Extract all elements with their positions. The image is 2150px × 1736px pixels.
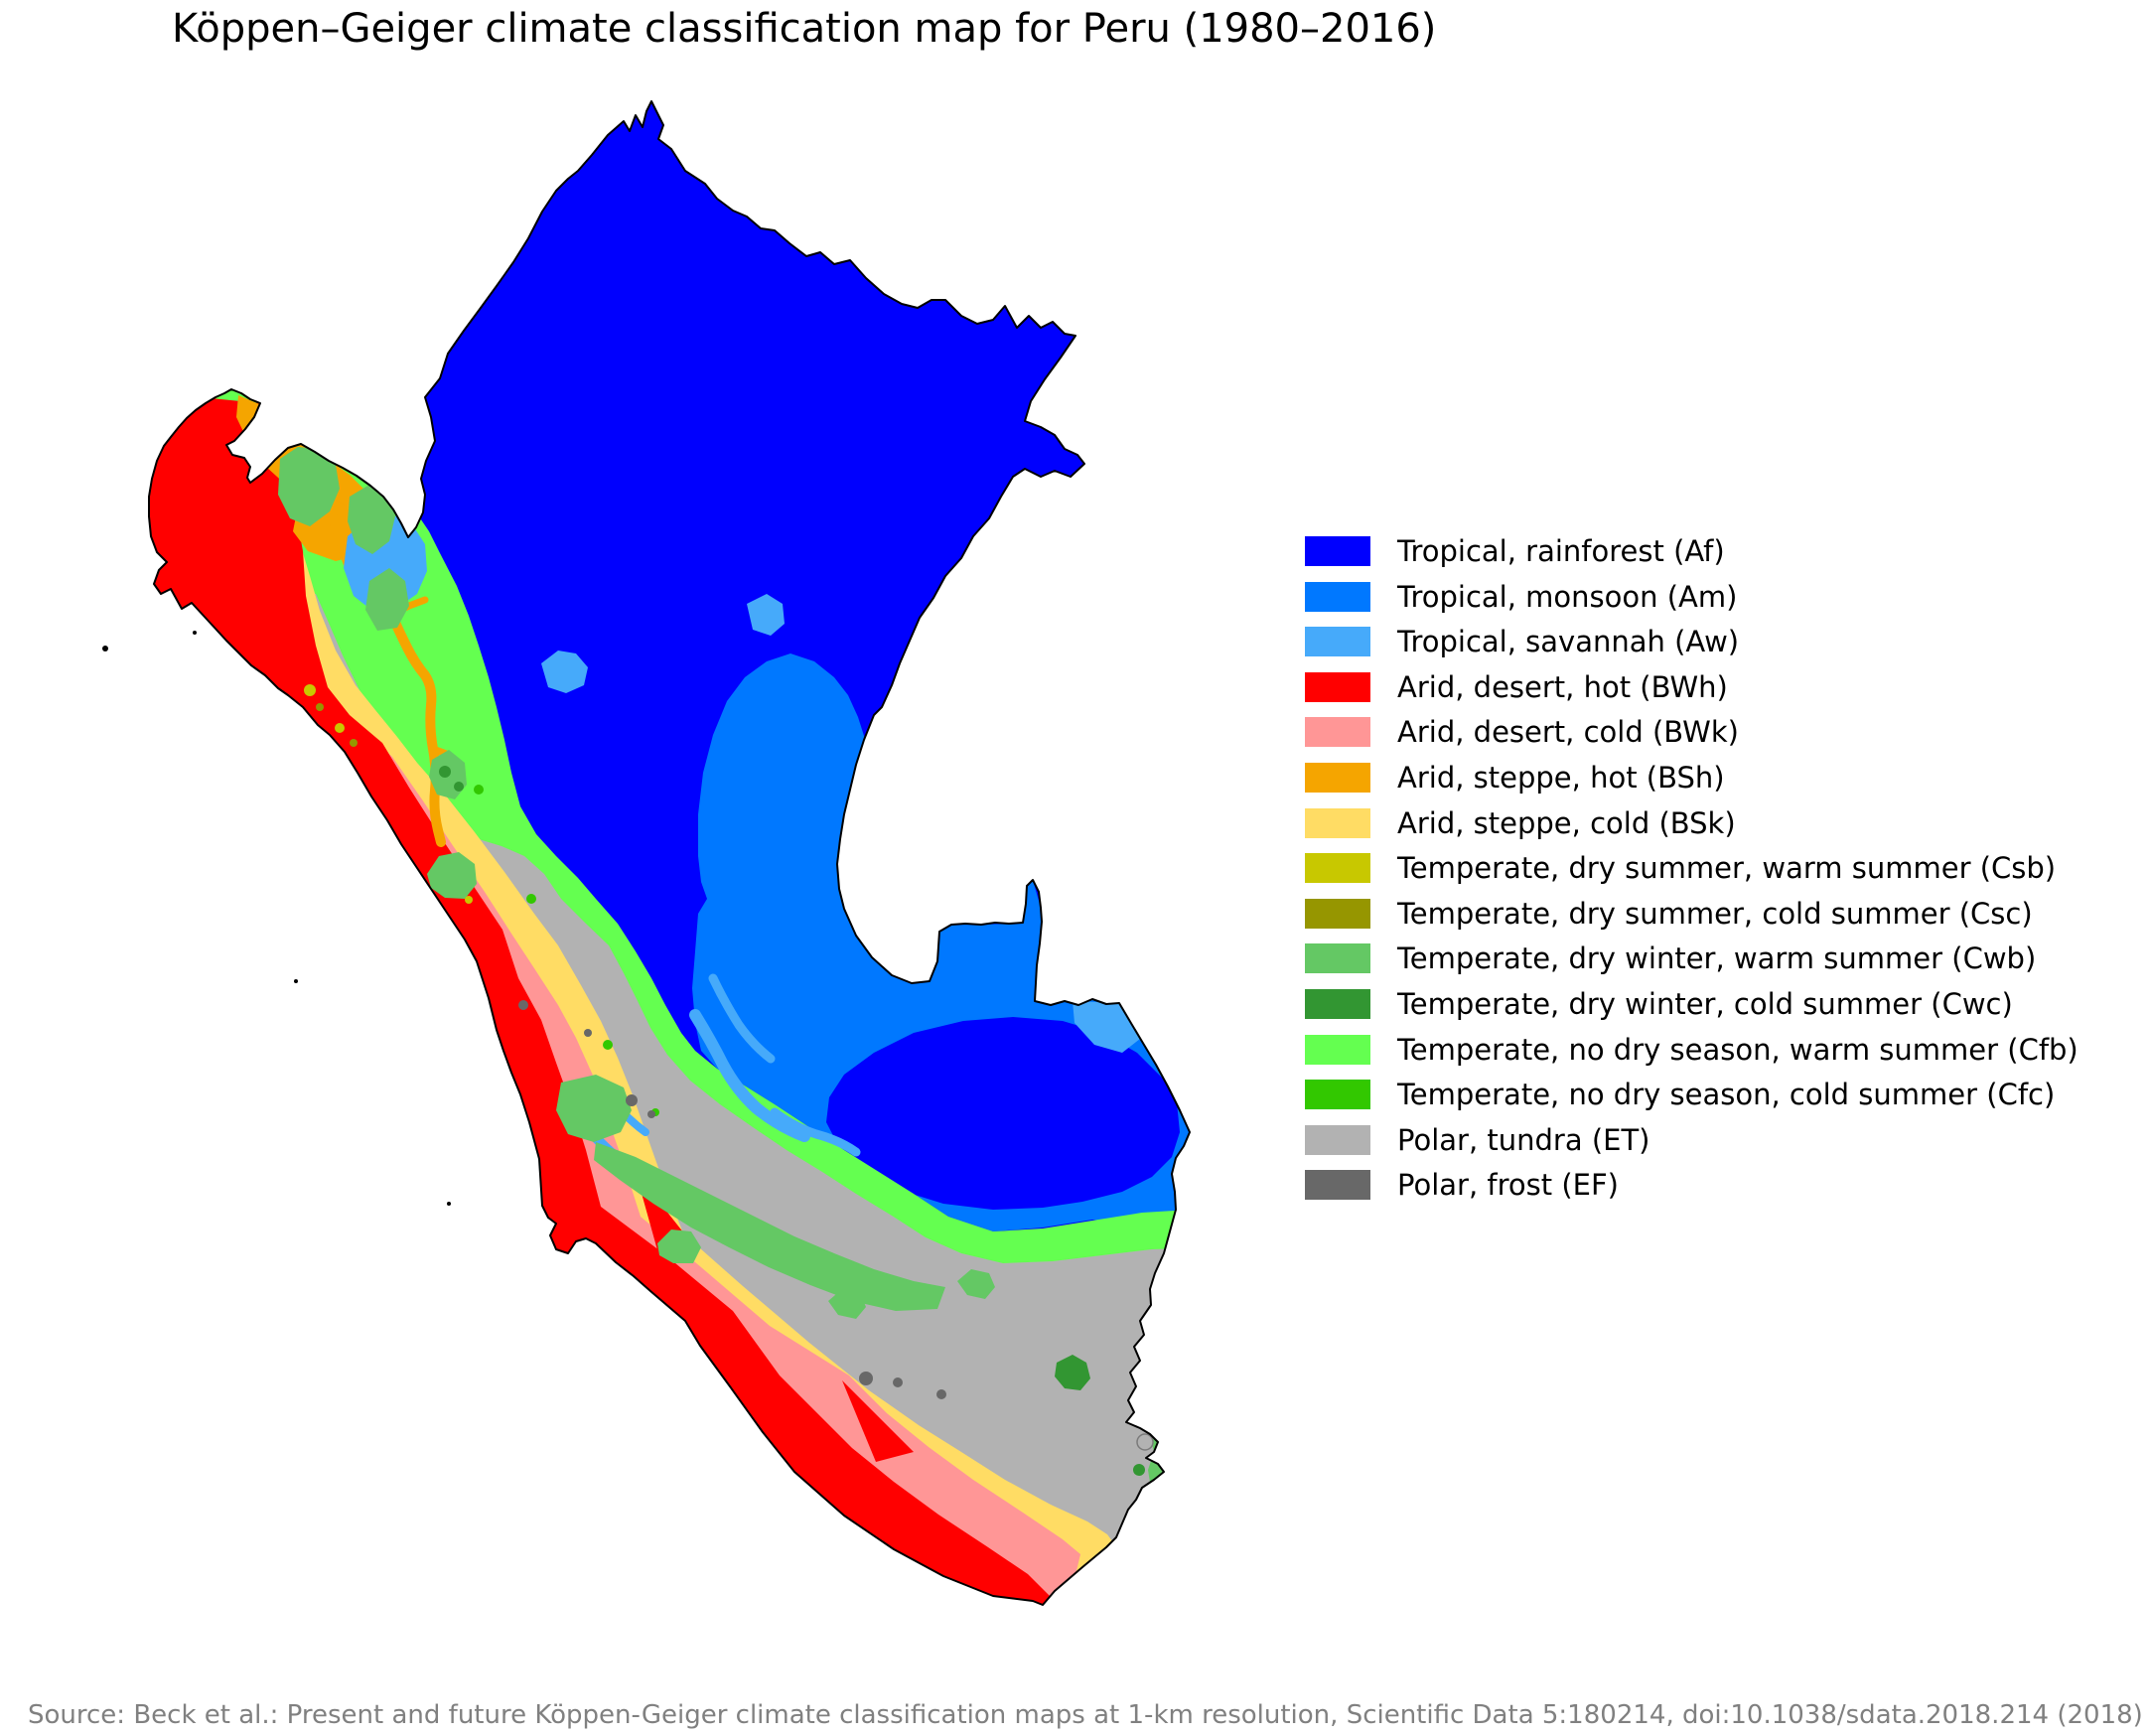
island-dot <box>447 1202 451 1206</box>
zone-cwb-south-band <box>594 1142 945 1311</box>
zone-csb-speck <box>335 723 345 733</box>
zone-cfc-speck <box>526 894 536 904</box>
zone-group-cwc <box>439 766 1145 1476</box>
zone-cwb-patch <box>365 568 409 631</box>
legend-item: Temperate, no dry season, cold summer (C… <box>1305 1078 2078 1112</box>
legend-label: Arid, desert, cold (BWk) <box>1397 715 1739 750</box>
legend-swatch-cwb <box>1305 943 1370 974</box>
zone-cfc-speck <box>474 785 484 795</box>
zone-aw-amazon-blob <box>747 594 785 636</box>
zone-cwb-patch <box>278 447 340 526</box>
legend-item: Temperate, dry winter, warm summer (Cwb) <box>1305 941 2078 976</box>
legend-item: Arid, steppe, cold (BSk) <box>1305 805 2078 840</box>
legend-item: Temperate, dry summer, cold summer (Csc) <box>1305 896 2078 931</box>
zone-csb-speck <box>304 684 316 696</box>
zone-ef-speck <box>936 1389 946 1399</box>
legend-swatch-csb <box>1305 853 1370 884</box>
legend: Tropical, rainforest (Af) Tropical, monso… <box>1305 536 2078 1216</box>
legend-item: Tropical, savannah (Aw) <box>1305 625 2078 659</box>
zone-ef-speck <box>893 1377 903 1387</box>
zone-cwb-patch <box>657 1230 701 1263</box>
zone-cwb-patch <box>828 1289 866 1319</box>
zone-csc-speck <box>350 739 358 747</box>
legend-label: Temperate, no dry season, cold summer (C… <box>1397 1078 2056 1112</box>
legend-swatch-bsh <box>1305 762 1370 793</box>
peru-border-outline <box>148 100 1191 1606</box>
zone-group-cwb <box>278 447 1177 1529</box>
zone-ef-speck <box>626 1094 638 1106</box>
legend-swatch-bwk <box>1305 717 1370 748</box>
zone-cwb-patch <box>556 1075 632 1142</box>
legend-swatch-cwc <box>1305 988 1370 1019</box>
zone-csb-speck <box>465 896 473 904</box>
zone-af-madre-de-dios <box>826 1017 1180 1210</box>
legend-item: Polar, frost (EF) <box>1305 1168 2078 1203</box>
legend-item: Temperate, dry summer, warm summer (Csb) <box>1305 851 2078 886</box>
zone-group-ef <box>518 1000 946 1399</box>
legend-swatch-aw <box>1305 627 1370 657</box>
page-title: Köppen–Geiger climate classification map… <box>172 6 1437 52</box>
legend-item: Temperate, dry winter, cold summer (Cwc) <box>1305 986 2078 1021</box>
legend-label: Arid, desert, hot (BWh) <box>1397 669 1728 704</box>
zone-cwc-speck <box>439 766 451 778</box>
zone-cwc-patch <box>1055 1355 1090 1390</box>
legend-swatch-et <box>1305 1124 1370 1155</box>
legend-item: Arid, desert, hot (BWh) <box>1305 669 2078 704</box>
legend-swatch-bwh <box>1305 671 1370 702</box>
legend-item: Tropical, monsoon (Am) <box>1305 579 2078 614</box>
coastal-islands <box>102 631 451 1206</box>
zone-cwb-patch <box>1134 1510 1154 1529</box>
legend-swatch-ef <box>1305 1170 1370 1201</box>
source-citation: Source: Beck et al.: Present and future … <box>28 1700 2143 1730</box>
zone-csc-speck <box>316 703 324 711</box>
zone-aw-corner-triangle <box>1073 1001 1140 1053</box>
zone-cwc-speck <box>1133 1464 1145 1476</box>
zone-group-cfc <box>474 785 659 1116</box>
legend-label: Polar, frost (EF) <box>1397 1168 1619 1203</box>
zone-cfc-speck <box>603 1040 613 1050</box>
legend-label: Temperate, dry summer, warm summer (Csb) <box>1397 851 2057 886</box>
legend-label: Temperate, dry winter, warm summer (Cwb) <box>1397 941 2037 976</box>
zone-cwc-speck <box>454 782 464 792</box>
zone-aw-river-ribbon <box>689 1009 810 1142</box>
zone-cwb-patch <box>427 852 477 899</box>
lake-titicaca <box>1136 1433 1154 1451</box>
zone-cwb-patch <box>348 485 395 554</box>
legend-label: Tropical, rainforest (Af) <box>1397 534 1725 568</box>
island-dot <box>102 646 108 651</box>
legend-label: Arid, steppe, cold (BSk) <box>1397 805 1736 840</box>
legend-swatch-bsk <box>1305 807 1370 838</box>
island-dot <box>294 979 298 983</box>
zone-ef-speck <box>859 1372 873 1385</box>
legend-item: Polar, tundra (ET) <box>1305 1122 2078 1157</box>
legend-label: Temperate, dry winter, cold summer (Cwc) <box>1397 986 2013 1021</box>
legend-label: Tropical, monsoon (Am) <box>1397 579 1738 614</box>
legend-label: Tropical, savannah (Aw) <box>1397 625 1740 659</box>
legend-swatch-csc <box>1305 898 1370 929</box>
island-dot <box>193 631 197 635</box>
legend-label: Temperate, no dry season, warm summer (C… <box>1397 1032 2078 1067</box>
zone-aw-river-ribbon <box>770 1107 861 1157</box>
zone-ef-speck <box>647 1110 655 1118</box>
legend-item: Temperate, no dry season, warm summer (C… <box>1305 1032 2078 1067</box>
zone-group-csb-csc <box>304 684 473 904</box>
legend-swatch-af <box>1305 536 1370 566</box>
legend-label: Polar, tundra (ET) <box>1397 1122 1650 1157</box>
legend-label: Temperate, dry summer, cold summer (Csc) <box>1397 896 2033 931</box>
zone-cwb-patch <box>957 1269 995 1299</box>
legend-label: Arid, steppe, hot (BSh) <box>1397 760 1725 795</box>
legend-item: Tropical, rainforest (Af) <box>1305 536 2078 566</box>
legend-swatch-cfb <box>1305 1034 1370 1065</box>
legend-swatch-cfc <box>1305 1080 1370 1110</box>
legend-item: Arid, steppe, hot (BSh) <box>1305 760 2078 795</box>
zone-ef-speck <box>584 1029 592 1037</box>
zone-ef-speck <box>518 1000 528 1010</box>
legend-swatch-am <box>1305 581 1370 612</box>
legend-item: Arid, desert, cold (BWk) <box>1305 715 2078 750</box>
zone-aw-huallaga <box>541 651 588 693</box>
zone-aw-river-ribbon <box>708 973 776 1064</box>
zone-bwh-valley-tongue <box>842 1380 914 1462</box>
